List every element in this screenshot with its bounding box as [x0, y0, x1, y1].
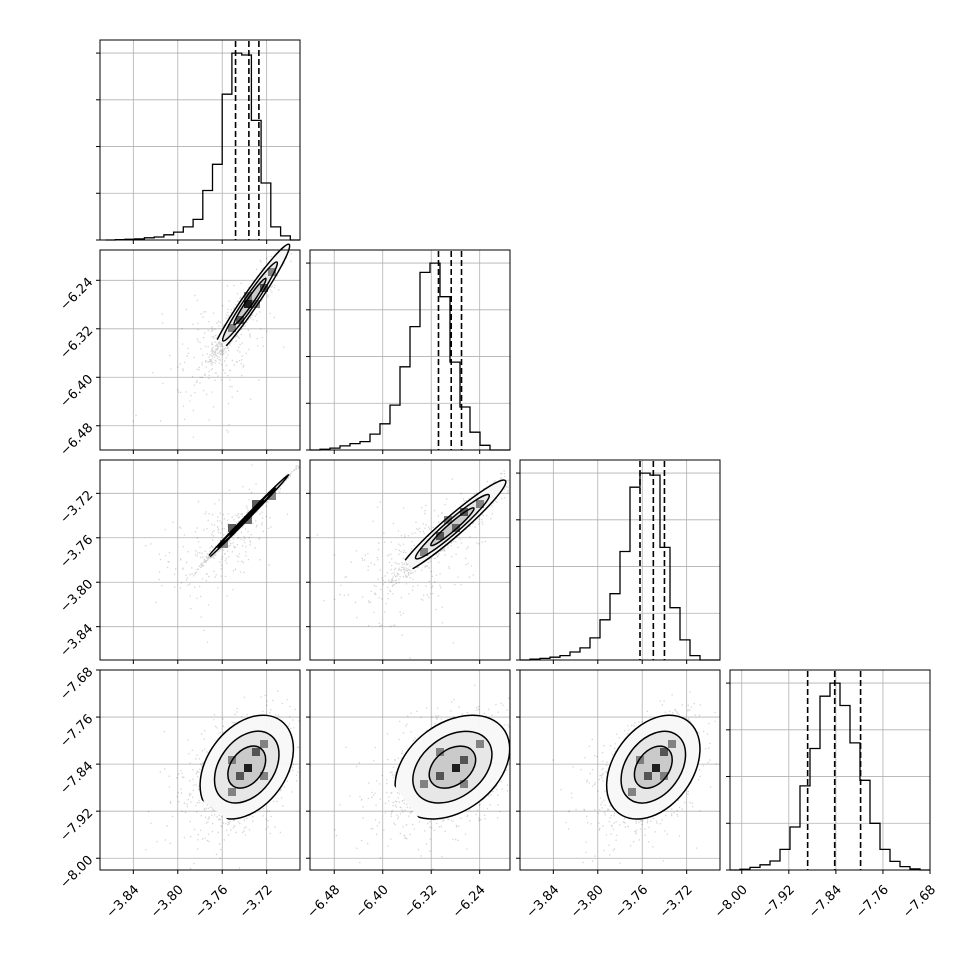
x-tick-label-p3-2: −7.84 — [806, 882, 845, 921]
density-pixel-r1-c0-5 — [228, 324, 236, 332]
y-tick-label-p1-0: −6.48 — [58, 420, 97, 459]
density-pixel-r2-c0-2 — [252, 500, 260, 508]
density-pixel-r1-c0-2 — [260, 284, 268, 292]
density-pixel-r2-c1-1 — [436, 532, 444, 540]
y-tick-label-p2-1: −3.80 — [58, 577, 97, 616]
axes-frame-r2-c1 — [309, 459, 511, 661]
histogram-step-1 — [310, 262, 510, 451]
contour-line-inner-r3-c0 — [227, 745, 267, 789]
contour-line-inner-r2-c0 — [228, 499, 265, 537]
density-pixel-r2-c1-5 — [420, 548, 428, 556]
density-pixel-r1-c0-4 — [252, 300, 260, 308]
x-tick-label-p2-1: −3.80 — [568, 882, 607, 921]
density-pixel-r3-c0-2 — [252, 748, 260, 756]
density-pixel-r3-c2-1 — [644, 772, 652, 780]
density-pixel-r3-c0-4 — [260, 772, 268, 780]
axes-frame-r3-c2 — [519, 669, 721, 871]
x-tick-label-p2-2: −3.76 — [612, 882, 651, 921]
x-tick-label-p3-1: −7.92 — [759, 882, 798, 921]
x-tick-label-p0-1: −3.80 — [148, 882, 187, 921]
density-pixel-r3-c2-4 — [660, 772, 668, 780]
contour-line-middle-r3-c2 — [620, 730, 687, 804]
density-pixel-r3-c2-6 — [668, 740, 676, 748]
axes-frame-r2-c0 — [99, 459, 301, 661]
axes-frame-r0-c0 — [99, 39, 301, 241]
y-tick-label-p1-2: −6.32 — [58, 323, 97, 362]
x-tick-label-p1-0: −6.48 — [305, 882, 344, 921]
y-tick-label-p3-3: −7.76 — [58, 712, 97, 751]
axes-frame-layer — [99, 39, 931, 871]
density-pixel-r3-c0-1 — [236, 772, 244, 780]
density-pixel-r3-c2-5 — [628, 788, 636, 796]
y-tick-label-p3-4: −7.68 — [58, 665, 97, 704]
density-pixel-r1-c0-0 — [244, 300, 252, 308]
density-pixel-r3-c1-5 — [420, 780, 428, 788]
histogram-step-0 — [105, 52, 300, 241]
axes-frame-r1-c0 — [99, 249, 301, 451]
y-tick-label-p3-2: −7.84 — [58, 759, 97, 798]
y-tick-label-p2-0: −3.84 — [58, 621, 97, 660]
x-tick-label-p3-0: −8.00 — [712, 882, 751, 921]
contour-line-middle-r3-c1 — [412, 730, 493, 804]
x-tick-label-p0-2: −3.76 — [192, 882, 231, 921]
y-tick-label-p1-3: −6.24 — [58, 275, 97, 314]
tick-label-layer: −3.84 −3.80 −3.76 −3.72 −6.48 −6.40 −6.32 −6.24… — [58, 275, 940, 921]
axes-frame-r1-c1 — [309, 249, 511, 451]
histogram-layer — [105, 41, 930, 871]
density-pixel-r3-c1-0 — [452, 764, 460, 772]
axes-frame-r2-c2 — [519, 459, 721, 661]
y-tick-label-p3-0: −8.00 — [58, 853, 97, 892]
density-pixel-r1-c0-6 — [268, 268, 276, 276]
density-pixel-r3-c0-5 — [228, 788, 236, 796]
density-pixel-r2-c1-3 — [444, 516, 452, 524]
x-tick-label-p0-0: −3.84 — [104, 882, 143, 921]
density-pixel-r3-c1-6 — [476, 740, 484, 748]
axes-frame-r3-c1 — [309, 669, 511, 871]
density-pixel-r3-c2-2 — [660, 748, 668, 756]
x-tick-label-p3-3: −7.76 — [853, 882, 892, 921]
histogram-step-3 — [730, 682, 930, 871]
density-pixel-r3-c1-1 — [436, 772, 444, 780]
y-tick-label-p2-2: −3.76 — [58, 532, 97, 571]
density-pixel-r2-c0-1 — [228, 524, 236, 532]
contour-line-inner-r1-c0 — [233, 277, 267, 326]
density-pixel-r3-c2-0 — [652, 764, 660, 772]
y-tick-label-p3-1: −7.92 — [58, 806, 97, 845]
histogram-step-2 — [520, 472, 720, 661]
x-tick-label-p1-3: −6.24 — [450, 882, 489, 921]
y-tick-label-p1-1: −6.40 — [58, 372, 97, 411]
tick-layer — [96, 52, 931, 874]
x-tick-label-p2-0: −3.84 — [524, 882, 563, 921]
x-tick-label-p3-4: −7.68 — [900, 882, 939, 921]
axes-frame-r3-c3 — [729, 669, 931, 871]
density-pixel-r2-c0-6 — [268, 492, 276, 500]
density-pixel-r3-c1-3 — [436, 748, 444, 756]
x-tick-label-p0-3: −3.72 — [237, 882, 276, 921]
density-pixel-r2-c1-6 — [476, 500, 484, 508]
scatter-points-r2-c0 — [145, 464, 301, 643]
contour-line-inner-r3-c1 — [428, 745, 477, 789]
contour-line-middle-r3-c0 — [213, 730, 280, 804]
density-pixel-r3-c0-0 — [244, 764, 252, 772]
density-pixel-r3-c2-3 — [636, 756, 644, 764]
contour-line-middle-r1-c0 — [221, 261, 279, 342]
density-pixel-r3-c1-2 — [460, 756, 468, 764]
density-pixel-r1-c0-3 — [244, 292, 252, 300]
contour-line-middle-r2-c1 — [414, 493, 491, 560]
contour-line-outer-r3-c2 — [605, 714, 701, 820]
contour-line-inner-r2-c1 — [430, 507, 475, 547]
x-tick-label-p1-1: −6.40 — [353, 882, 392, 921]
axes-frame-r3-c0 — [99, 669, 301, 871]
density-pixel-r3-c0-6 — [260, 740, 268, 748]
x-tick-label-p2-3: −3.72 — [657, 882, 696, 921]
x-tick-label-p1-2: −6.32 — [401, 882, 440, 921]
contour-line-inner-r3-c2 — [633, 745, 673, 789]
y-tick-label-p2-3: −3.72 — [58, 488, 97, 527]
density-pixel-r3-c1-4 — [460, 780, 468, 788]
